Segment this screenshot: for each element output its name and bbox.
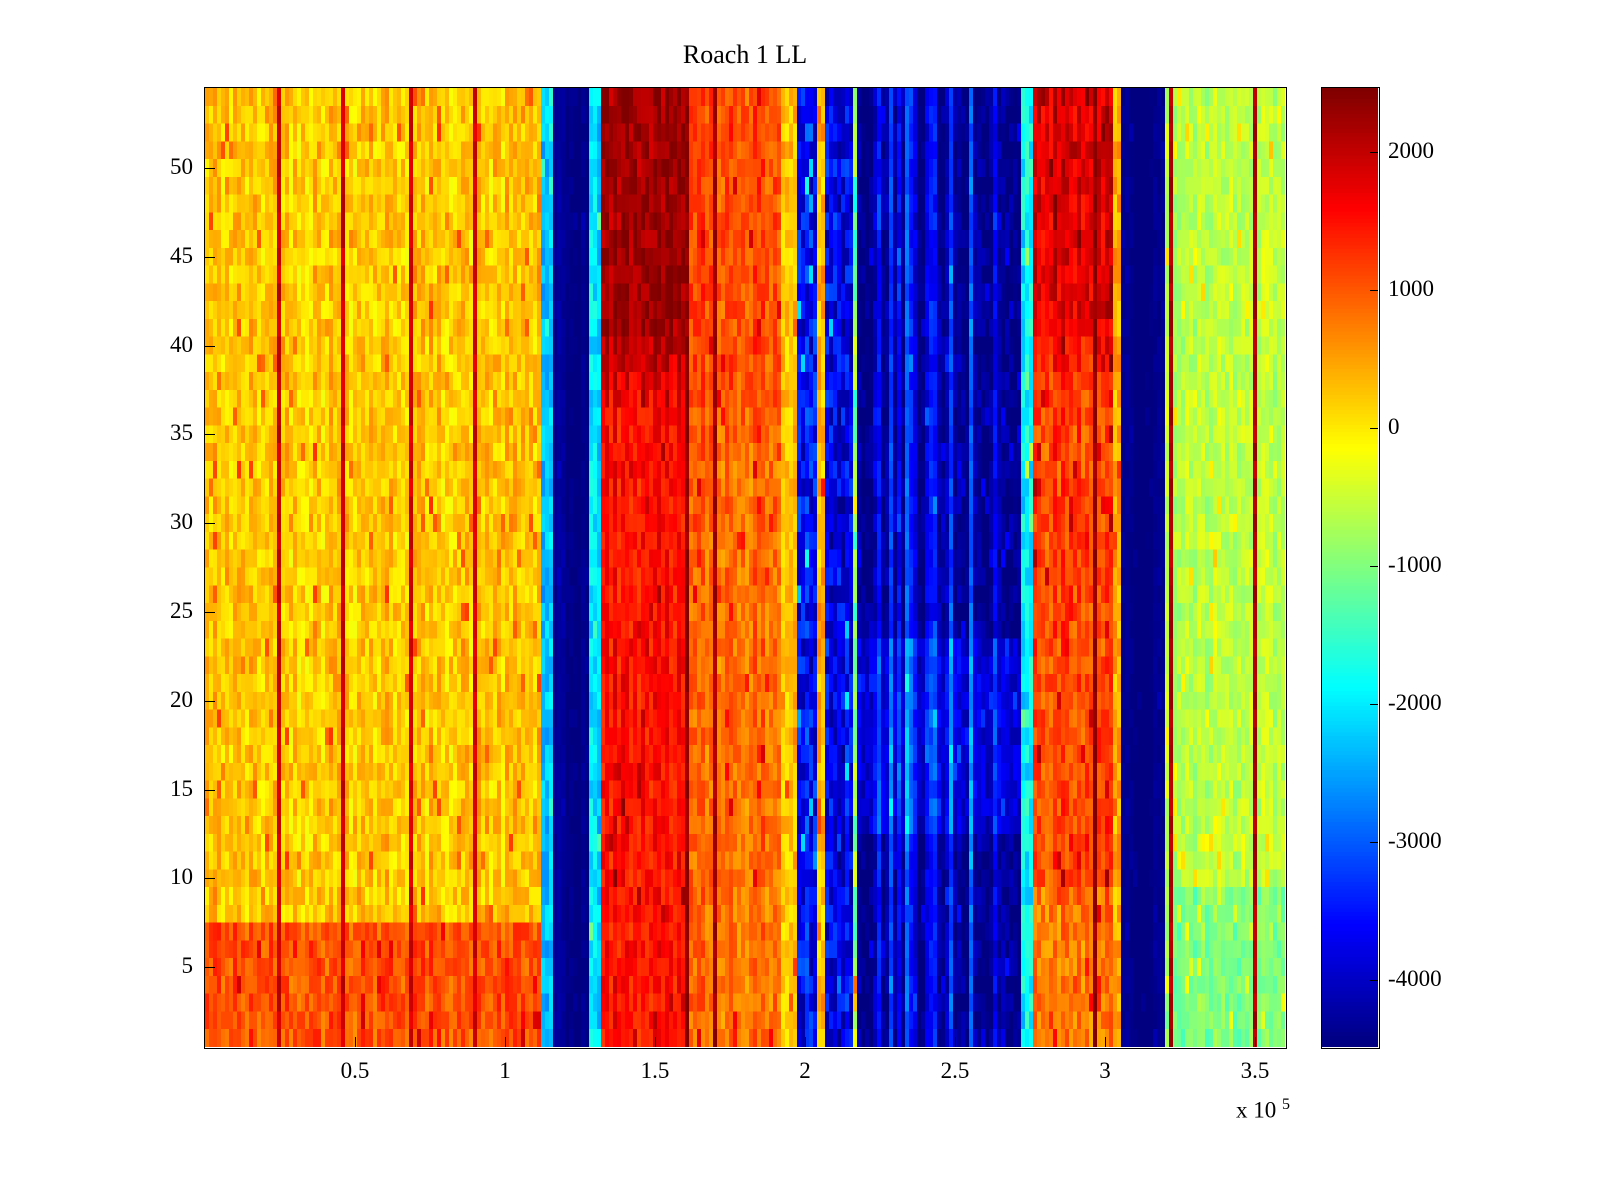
- y-tick-mark: [205, 967, 215, 969]
- y-tick-mark: [205, 878, 215, 880]
- colorbar-tick-label: -1000: [1388, 552, 1442, 578]
- heatmap-canvas: [205, 88, 1285, 1047]
- y-tick-label: 20: [170, 686, 193, 712]
- y-tick-mark: [205, 167, 215, 169]
- colorbar-tick-label: 1000: [1388, 276, 1434, 302]
- x-tick-mark: [1255, 1037, 1256, 1047]
- y-tick-mark: [205, 700, 215, 702]
- y-tick-label: 15: [170, 775, 193, 801]
- x-tick-mark: [355, 1037, 356, 1047]
- x-tick-label: 1.5: [640, 1058, 670, 1083]
- y-tick-label: 40: [170, 331, 193, 357]
- colorbar-tick-mark: [1370, 566, 1378, 568]
- x-axis-multiplier: x 10 5: [1236, 1096, 1290, 1123]
- y-tick-mark: [205, 256, 215, 258]
- x-tick-mark: [1105, 1037, 1106, 1047]
- x-tick-label: 2.5: [940, 1058, 970, 1083]
- x-tick-mark: [805, 1037, 806, 1047]
- y-tick-label: 25: [170, 597, 193, 623]
- colorbar-tick-mark: [1370, 152, 1378, 154]
- colorbar-canvas: [1322, 88, 1378, 1047]
- x-tick-mark: [955, 1037, 956, 1047]
- y-tick-label: 5: [181, 953, 194, 979]
- chart-title: Roach 1 LL: [682, 40, 808, 69]
- y-tick-mark: [205, 611, 215, 613]
- colorbar-tick-mark: [1370, 842, 1378, 844]
- y-tick-mark: [205, 345, 215, 347]
- colorbar-tick-label: -3000: [1388, 828, 1442, 854]
- y-tick-label: 30: [170, 509, 193, 535]
- colorbar-tick-label: -4000: [1388, 966, 1442, 992]
- x-tick-label: 2: [799, 1058, 811, 1083]
- x-tick-label: 3.5: [1240, 1058, 1270, 1083]
- y-tick-label: 50: [170, 153, 193, 179]
- y-tick-label: 45: [170, 242, 193, 268]
- colorbar-tick-mark: [1370, 704, 1378, 706]
- y-tick-mark: [205, 434, 215, 436]
- y-tick-label: 35: [170, 420, 193, 446]
- x-tick-label: 1: [499, 1058, 511, 1083]
- colorbar-tick-mark: [1370, 980, 1378, 982]
- colorbar-tick-label: 0: [1388, 414, 1400, 440]
- y-tick-label: 10: [170, 864, 193, 890]
- y-tick-mark: [205, 789, 215, 791]
- colorbar-tick-label: 2000: [1388, 138, 1434, 164]
- colorbar-tick-mark: [1370, 428, 1378, 430]
- x-tick-label: 3: [1099, 1058, 1111, 1083]
- x-tick-mark: [655, 1037, 656, 1047]
- x-tick-mark: [505, 1037, 506, 1047]
- x-tick-label: 0.5: [340, 1058, 370, 1083]
- colorbar-tick-mark: [1370, 290, 1378, 292]
- y-tick-mark: [205, 523, 215, 525]
- colorbar-tick-label: -2000: [1388, 690, 1442, 716]
